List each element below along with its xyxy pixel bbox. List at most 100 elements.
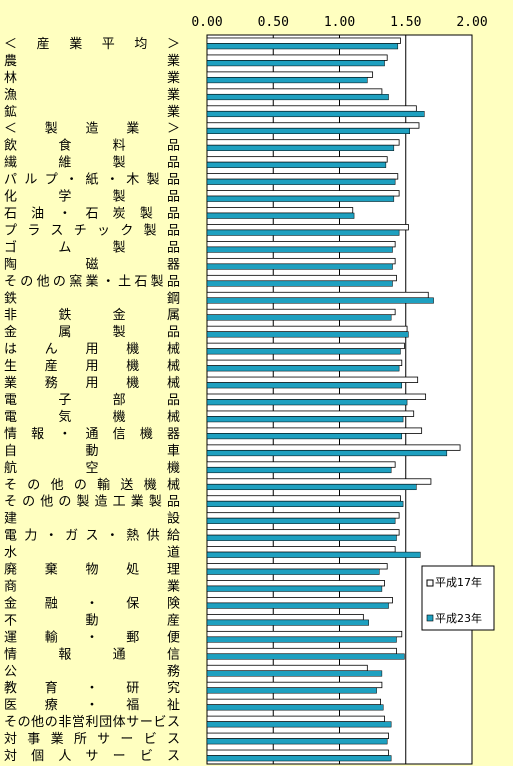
category-label: 不 動 産 <box>4 612 180 628</box>
bar-series-1 <box>206 314 392 321</box>
category-label: 金 融 ・ 保 険 <box>4 595 180 611</box>
bar-series-1 <box>206 636 397 643</box>
bar-series-1 <box>206 161 387 168</box>
category-label: 鉄 鋼 <box>4 291 180 306</box>
category-label: 繊 維 製 品 <box>4 155 180 171</box>
category-label: 非 鉄 金 属 <box>4 307 180 323</box>
x-tick-label: 0.50 <box>258 15 289 30</box>
bar-series-1 <box>206 77 368 84</box>
category-label: 電 気 機 械 <box>4 409 180 425</box>
bar-series-1 <box>206 619 369 626</box>
category-label: 業 務 用 機 械 <box>4 375 180 391</box>
bar-series-1 <box>206 195 395 202</box>
bar-series-1 <box>206 382 403 389</box>
category-label: その他の輸送機械 <box>4 478 180 493</box>
bar-series-0 <box>206 749 389 756</box>
bar-series-1 <box>206 517 396 524</box>
bar-series-0 <box>206 257 396 265</box>
x-tick-label: 0.00 <box>191 15 222 30</box>
bar-series-0 <box>206 393 427 400</box>
bar-series-0 <box>206 308 396 316</box>
category-label: 電力・ガス・熱供給 <box>4 529 180 544</box>
category-label: 林 業 <box>4 70 180 86</box>
bar-series-1 <box>206 263 393 270</box>
bar-series-1 <box>206 568 380 575</box>
bar-series-0 <box>206 88 383 95</box>
bar-series-0 <box>206 529 400 536</box>
category-label: 水 道 <box>4 546 180 561</box>
category-label: 運 輸 ・ 郵 便 <box>4 630 180 645</box>
bar-series-1 <box>206 246 393 253</box>
category-label: その他の窯業・土石製品 <box>4 273 180 289</box>
bar-series-0 <box>206 512 400 519</box>
bar-series-0 <box>206 325 408 333</box>
bar-series-1 <box>206 721 392 728</box>
x-axis-ticks: 0.00 0.50 1.00 1.50 2.00 <box>191 15 487 30</box>
legend-label-series-1: 平成23年 <box>435 611 482 625</box>
bar-series-0 <box>206 139 400 146</box>
bar-series-0 <box>206 732 389 739</box>
x-tick-label: 2.00 <box>456 15 487 30</box>
bar-series-1 <box>206 144 395 151</box>
bar-series-1 <box>206 365 400 372</box>
bar-series-1 <box>206 331 409 338</box>
bar-series-0 <box>206 122 420 129</box>
category-label: 公 務 <box>4 664 180 679</box>
category-label: 対 事 業 所 サ ー ビ ス <box>4 731 180 747</box>
bar-series-1 <box>206 94 389 101</box>
legend-box <box>421 565 495 631</box>
bar-series-1 <box>206 534 397 541</box>
bar-series-1 <box>206 348 401 355</box>
bar-series-1 <box>206 551 421 558</box>
category-label: 情 報 ・ 通 信 機 器 <box>4 427 180 442</box>
bar-series-1 <box>206 687 377 694</box>
bar-series-0 <box>206 241 396 248</box>
category-label: 航 空 機 <box>4 460 180 476</box>
bar-series-1 <box>206 467 392 474</box>
bar-series-0 <box>206 546 396 553</box>
bar-series-0 <box>206 613 364 621</box>
bar-series-1 <box>206 43 399 50</box>
bar-series-0 <box>206 444 461 451</box>
bar-series-0 <box>206 715 385 723</box>
category-label: 漁 業 <box>4 87 180 103</box>
legend-swatch-series-1 <box>426 614 434 622</box>
bar-series-1 <box>206 585 383 592</box>
bar-series-1 <box>206 755 392 762</box>
bar-series-0 <box>206 647 397 655</box>
category-label: 医 療 ・ 福 祉 <box>4 698 180 713</box>
bar-series-0 <box>206 71 374 78</box>
bar-series-0 <box>206 681 383 689</box>
bar-series-1 <box>206 653 405 660</box>
bar-series-1 <box>206 500 404 507</box>
x-tick-label: 1.00 <box>324 15 355 30</box>
category-label: 化 学 製 品 <box>4 189 180 205</box>
bar-series-1 <box>206 229 400 236</box>
category-label: 対 個 人 サ ー ビ ス <box>4 749 180 764</box>
bar-series-0 <box>206 698 381 706</box>
legend-swatch-series-0 <box>426 579 434 587</box>
bar-series-0 <box>206 54 388 61</box>
bar-series-0 <box>206 630 403 638</box>
bar-series-0 <box>206 478 432 485</box>
bar-series-1 <box>206 60 385 67</box>
category-label: その他の非営利団体サービス <box>4 715 180 730</box>
bar-series-1 <box>206 433 403 440</box>
category-label: 商 業 <box>4 578 180 594</box>
legend-label-series-0: 平成17年 <box>435 575 482 589</box>
bar-series-0 <box>206 156 388 163</box>
bar-series-0 <box>206 427 423 434</box>
bar-series-1 <box>206 127 410 134</box>
bar-series-0 <box>206 105 417 112</box>
bar-series-0 <box>206 207 354 214</box>
category-label: 飲 食 料 品 <box>4 138 180 154</box>
category-label: 自 動 車 <box>4 444 180 459</box>
category-label: 農 業 <box>4 53 180 69</box>
category-label: 廃 棄 物 処 理 <box>4 562 180 578</box>
category-label: は ん 用 機 械 <box>4 342 180 357</box>
bar-series-1 <box>206 399 408 406</box>
bar-series-0 <box>206 342 405 350</box>
bar-series-0 <box>206 376 419 383</box>
bar-series-0 <box>206 664 368 672</box>
bar-series-1 <box>206 178 396 185</box>
